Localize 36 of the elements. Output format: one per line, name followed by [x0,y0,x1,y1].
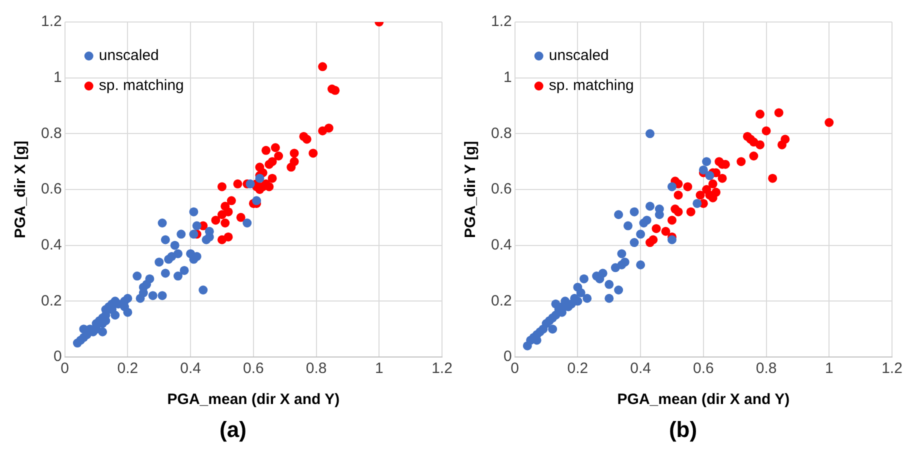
x-tick-label: 1.2 [882,360,902,378]
y-axis-title: PGA_dir X [g] [12,140,30,238]
y-tick-label: 0.2 [490,292,512,310]
y-tick-label: 1 [504,68,512,86]
legend-label: sp. matching [548,77,634,94]
x-tick-label: 0.4 [630,360,651,378]
y-tick-label: 0.8 [40,124,62,142]
y-tick-label: 1.2 [40,13,62,30]
x-tick-label: 1.2 [432,360,452,378]
y-tick-label: 1.2 [490,13,512,30]
x-axis-title: PGA_mean (dir X and Y) [167,391,340,408]
x-tick-label: 0.4 [180,360,201,378]
x-tick-label: 1 [374,360,384,378]
text: (a) [220,417,246,443]
y-tick-label: 0 [504,348,512,366]
x-tick-label: 0.6 [692,360,714,378]
x-tick-label: 0.8 [306,360,327,378]
y-tick-label: 0.2 [40,292,62,310]
legend-label: unscaled [98,47,159,64]
x-tick-label: 0.8 [756,360,777,378]
y-tick-label: 0.4 [40,236,62,254]
legend-label: sp. matching [98,77,184,94]
y-tick-label: 1 [54,68,62,86]
x-tick-label: 0.2 [567,360,588,378]
y-tick-label: 0.4 [490,236,512,254]
x-tick-label: 0.2 [117,360,138,378]
legend-label: unscaled [548,47,609,64]
x-tick-label: 1 [824,360,834,378]
y-tick-label: 0.8 [490,124,512,142]
y-tick-label: 0 [54,348,62,366]
y-axis-title: PGA_dir Y [g] [462,141,480,238]
y-tick-label: 0.6 [490,180,512,198]
x-tick-label: 0.6 [242,360,264,378]
y-tick-label: 0.6 [40,180,62,198]
text: (b) [668,417,698,443]
x-axis-title: PGA_mean (dir X and Y) [617,391,790,408]
